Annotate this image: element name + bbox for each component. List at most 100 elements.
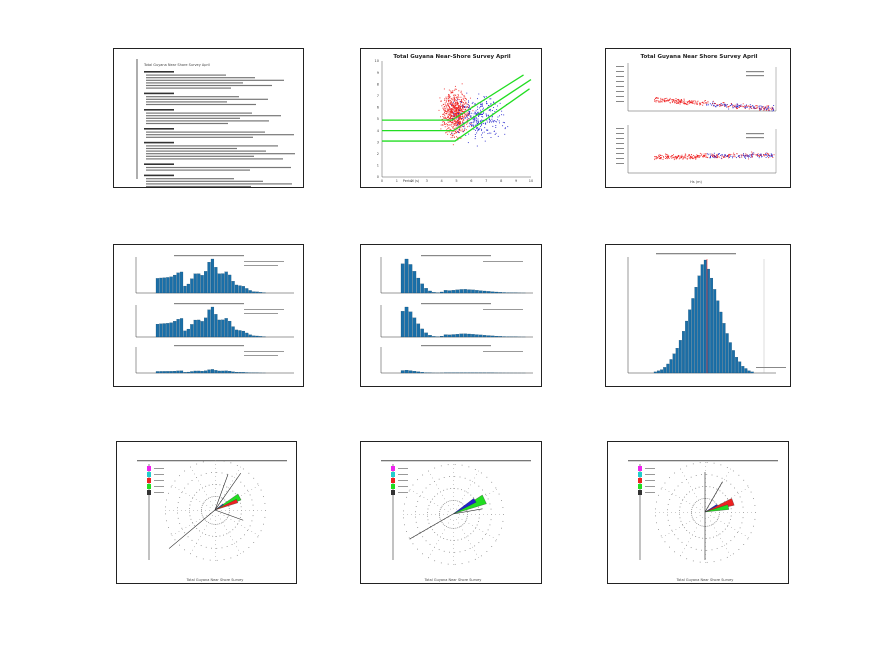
histogram-bar	[234, 372, 239, 374]
scatter-point	[454, 122, 456, 124]
histogram-bar	[471, 334, 475, 338]
scatter-point	[457, 109, 459, 111]
scatter-point	[668, 99, 670, 101]
scatter-point	[658, 102, 660, 104]
histogram-bar	[741, 366, 745, 374]
scatter-point	[681, 157, 683, 159]
histogram-bar	[744, 368, 748, 374]
polar-spoke-dot	[686, 544, 687, 546]
scatter-point	[456, 104, 458, 106]
scatter-point	[457, 132, 459, 134]
scatter-point	[723, 156, 724, 158]
panel-rose-3: Total Guyana Near Shore Survey	[607, 441, 789, 584]
scatter-point	[455, 108, 456, 110]
scatter-point	[453, 114, 455, 116]
polar-grid-dot	[470, 494, 472, 496]
scatter-point	[762, 106, 763, 108]
scatter-point	[765, 107, 767, 109]
polar-spoke-dot	[448, 505, 449, 507]
polar-spoke-dot	[427, 499, 428, 500]
histogram-bar	[255, 291, 259, 294]
scatter-point	[461, 128, 463, 130]
polar-grid-dot	[190, 501, 192, 502]
scatter-point	[707, 154, 709, 156]
scatter-point	[714, 156, 716, 157]
scatter-point	[446, 124, 448, 125]
scatter-point	[473, 115, 475, 117]
scatter-point	[451, 103, 453, 105]
polar-grid-dot	[741, 522, 743, 524]
scatter-point	[768, 155, 770, 156]
histogram-bar	[159, 323, 163, 338]
scatter-point	[734, 106, 735, 108]
scatter-point	[455, 122, 457, 124]
polar-grid-dot	[439, 511, 441, 512]
polar-spoke-dot	[215, 496, 216, 497]
scatter-point	[445, 132, 447, 134]
polar-spoke-dot	[692, 505, 694, 506]
polar-spoke-dot	[409, 489, 411, 490]
scatter-point	[487, 115, 489, 117]
scatter-point	[468, 100, 469, 102]
polar-grid-dot	[727, 525, 728, 527]
polar-grid-dot	[179, 544, 180, 546]
polar-grid-dot	[242, 468, 244, 470]
scatter-point	[771, 110, 773, 112]
scatter-point	[729, 156, 730, 158]
scatter-point	[455, 107, 456, 108]
polar-grid-dot	[477, 521, 479, 522]
scatter-point	[726, 104, 728, 106]
scatter-point	[491, 118, 493, 120]
polar-grid-dot	[252, 504, 254, 506]
scatter-point	[721, 158, 723, 160]
rose-caption: Total Guyana Near Shore Survey	[424, 578, 482, 582]
scatter-point	[446, 98, 448, 100]
polar-grid-dot	[202, 503, 204, 505]
polar-spoke-dot	[244, 527, 246, 528]
scatter-point	[688, 100, 690, 101]
polar-spoke-dot	[718, 489, 719, 491]
scatter-point	[665, 100, 667, 102]
polar-spoke-dot	[453, 476, 454, 477]
histogram-bar	[186, 328, 190, 338]
scatter-point	[454, 125, 456, 127]
scatter-point	[466, 107, 468, 109]
polar-grid-dot	[674, 534, 676, 536]
histogram-bar	[228, 274, 232, 294]
scatter-point	[459, 105, 461, 106]
polar-grid-dot	[480, 472, 482, 474]
scatter-point	[687, 104, 689, 106]
scatter-point	[656, 156, 658, 158]
polar-grid-dot	[417, 548, 418, 550]
scatter-point	[471, 125, 473, 127]
polar-grid-dot	[726, 480, 728, 482]
scatter-point	[745, 154, 747, 156]
polar-grid-dot	[226, 517, 228, 519]
polar-spoke-dot	[456, 519, 457, 520]
polar-spoke-dot	[453, 532, 454, 533]
scatter-point	[449, 121, 451, 123]
polar-spoke-dot	[230, 484, 231, 485]
scatter-point	[465, 102, 467, 103]
scatter-point	[488, 118, 490, 120]
doc-line	[146, 150, 266, 152]
scatter-point	[445, 105, 447, 107]
scatter-point	[457, 101, 458, 103]
scatter-point	[459, 128, 460, 130]
histogram-bar	[238, 285, 242, 294]
polar-spoke-dot	[177, 510, 178, 511]
scatter-point	[453, 99, 455, 101]
scatter-point	[673, 98, 675, 100]
polar-spoke-dot	[438, 539, 439, 541]
scatter-point	[481, 119, 483, 121]
scatter-point	[766, 109, 767, 111]
rose-wedge	[452, 498, 477, 515]
y-tick-label	[616, 163, 624, 164]
scatter-point	[705, 102, 707, 103]
scatter-point	[464, 106, 465, 108]
legend-label	[398, 468, 408, 469]
polar-grid-dot	[248, 547, 250, 548]
scatter-point	[467, 115, 469, 116]
scatter-point	[448, 127, 450, 129]
scatter-point	[454, 106, 456, 108]
